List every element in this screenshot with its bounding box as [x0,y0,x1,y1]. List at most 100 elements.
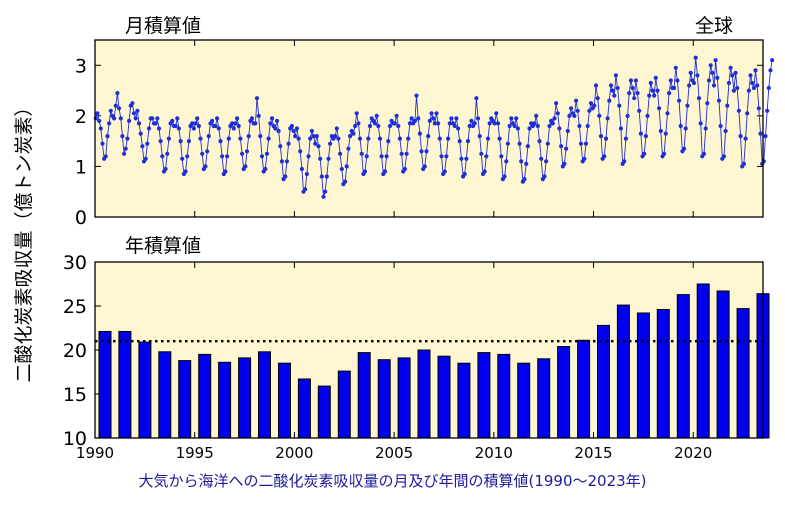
monthly-point [263,166,268,172]
monthly-point [652,93,657,98]
monthly-point [286,141,291,146]
monthly-point [309,128,314,134]
monthly-point [394,113,399,118]
monthly-point [226,136,231,141]
monthly-point [474,96,479,101]
annual-bar [716,290,730,439]
monthly-point [497,136,502,141]
monthly-point [673,65,678,70]
monthly-point [165,151,170,156]
monthly-point [339,166,344,172]
monthly-point [175,116,180,121]
monthly-point [456,126,461,131]
monthly-point [753,68,758,73]
monthly-point [592,103,597,108]
monthly-point [308,136,313,141]
monthly-point [183,169,188,174]
monthly-point [216,126,221,131]
monthly-point [105,134,110,139]
monthly-point [311,134,316,139]
monthly-point [338,151,343,156]
monthly-point [544,159,549,164]
monthly-point [642,151,647,156]
monthly-point [637,108,642,113]
monthly-point [146,126,152,131]
monthly-point [755,83,760,88]
monthly-point [284,159,289,164]
annual-bar [377,359,391,439]
monthly-point [650,88,655,93]
monthly-point [691,80,697,86]
monthly-point [708,63,713,68]
monthly-point [156,126,162,131]
monthly-point [723,128,728,134]
monthly-point [711,83,717,88]
monthly-point [535,123,540,129]
monthly-point [475,116,481,121]
monthly-point [210,118,215,123]
monthly-point [437,136,442,141]
monthly-point [519,159,524,164]
monthly-point [439,154,444,159]
monthly-point [396,123,401,129]
monthly-point [336,136,341,141]
monthly-point [736,108,742,113]
monthly-point [665,111,670,116]
monthly-point [695,73,700,78]
monthly-point [374,113,379,118]
monthly-point [683,126,688,131]
annual-y-tick-label: 15 [63,384,87,406]
annual-bar [278,362,291,439]
monthly-point [115,91,120,96]
annual-y-tick-label: 30 [63,252,87,274]
monthly-point [628,78,634,83]
monthly-point [429,111,434,116]
monthly-point [632,96,637,101]
monthly-point [278,144,283,149]
monthly-y-tick-label: 1 [75,156,87,178]
annual-bar [577,339,591,439]
monthly-point [323,189,328,194]
annual-x-tick-label: 2005 [375,444,413,462]
monthly-point [678,123,683,129]
monthly-point [454,116,459,121]
monthly-point [672,85,677,91]
monthly-point [527,126,532,131]
monthly-point [505,141,510,146]
monthly-point [406,136,411,141]
annual-bar [676,294,690,439]
monthly-point [479,151,484,156]
monthly-point [426,134,431,139]
monthly-point [703,126,708,131]
annual-bar [517,362,531,439]
monthly-series-line [95,57,773,197]
monthly-point [738,134,743,139]
monthly-point [701,151,707,156]
monthly-point [446,136,451,141]
monthly-point [710,70,715,75]
monthly-point [559,144,564,149]
monthly-point [131,111,137,116]
monthly-point [693,55,698,60]
monthly-point [675,78,680,83]
annual-bar [218,361,232,439]
monthly-point [492,121,497,126]
monthly-point [434,111,439,116]
annual-bar [397,357,411,439]
annual-bar [636,312,650,439]
monthly-point [291,128,296,134]
monthly-point [200,151,205,156]
monthly-point [583,141,589,146]
monthly-y-tick-label: 3 [75,55,87,77]
monthly-point [605,116,610,121]
monthly-point [743,136,748,141]
monthly-point [768,68,773,73]
monthly-point [509,116,514,121]
monthly-point [577,123,582,129]
annual-y-tick-label: 20 [63,340,87,362]
monthly-point [574,98,579,103]
monthly-point [186,139,191,144]
monthly-point [123,146,128,151]
monthly-point [436,121,441,126]
monthly-point [593,83,599,88]
